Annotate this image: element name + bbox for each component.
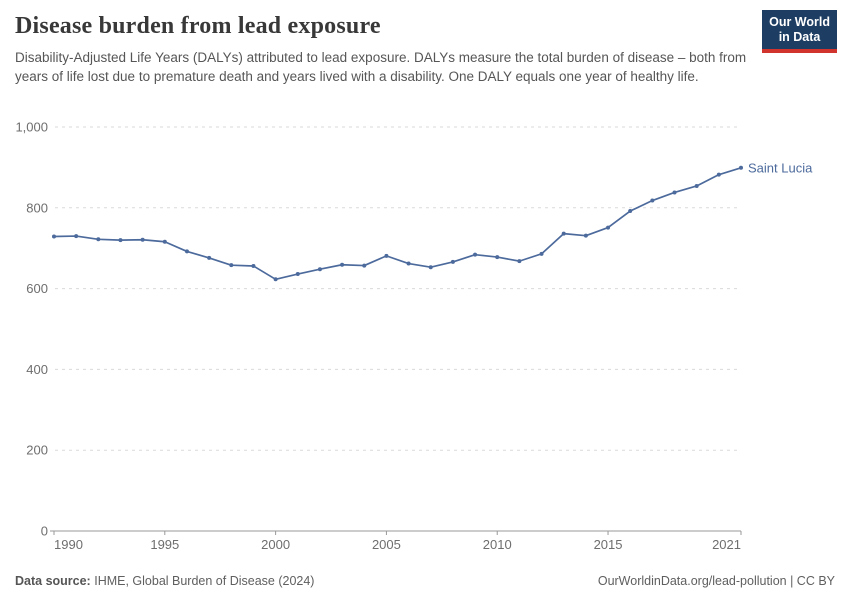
page-title: Disease burden from lead exposure [15,13,381,39]
y-axis-tick-label: 200 [26,443,48,458]
data-source-label: Data source: [15,574,91,588]
data-point[interactable] [273,277,278,282]
data-point[interactable] [495,255,500,260]
data-point[interactable] [517,259,522,264]
y-axis-tick-label: 600 [26,281,48,296]
data-point[interactable] [606,225,611,230]
data-point[interactable] [694,183,699,188]
y-axis-tick-label: 1,000 [15,120,48,135]
data-line[interactable] [53,166,742,281]
chart-header: Disease burden from lead exposure Disabi… [15,13,755,86]
data-point[interactable] [96,237,101,242]
logo-line-2: in Data [778,29,821,44]
data-point[interactable] [539,251,544,256]
data-point[interactable] [628,209,633,214]
data-point[interactable] [716,172,721,177]
x-axis-tick-label: 2000 [261,537,290,552]
data-point[interactable] [650,198,655,203]
data-point[interactable] [583,233,588,238]
data-point[interactable] [428,265,433,270]
data-point[interactable] [74,234,79,239]
x-axis-tick-label: 1995 [150,537,179,552]
x-axis-tick-label: 2021 [712,537,741,552]
logo-line-1: Our World [769,15,830,29]
data-point[interactable] [229,263,234,268]
data-point[interactable] [295,272,300,277]
x-axis-tick-label: 2005 [372,537,401,552]
x-axis-tick-label: 2015 [594,537,623,552]
data-point[interactable] [162,239,167,244]
data-point[interactable] [672,190,677,195]
data-point[interactable] [340,262,345,267]
data-point[interactable] [317,267,322,272]
data-point[interactable] [251,263,256,268]
x-axis-tick-label: 2010 [483,537,512,552]
data-source: Data source: IHME, Global Burden of Dise… [15,574,314,588]
data-point[interactable] [362,263,367,268]
y-axis-tick-label: 400 [26,362,48,377]
data-point[interactable] [473,252,478,257]
data-source-value: IHME, Global Burden of Disease (2024) [94,574,315,588]
data-point[interactable] [384,253,389,258]
data-point[interactable] [207,255,212,260]
chart-subtitle: Disability-Adjusted Life Years (DALYs) a… [15,50,747,85]
y-axis-tick-label: 0 [41,524,48,539]
series-label[interactable]: Saint Lucia [748,160,813,175]
x-axis-tick-label: 1990 [54,537,83,552]
footer-license-link[interactable]: OurWorldinData.org/lead-pollution | CC B… [597,574,835,588]
y-axis-tick-label: 800 [26,200,48,215]
data-point[interactable] [184,249,189,254]
data-point[interactable] [739,165,743,170]
data-point[interactable] [561,231,566,236]
data-point[interactable] [140,237,145,242]
data-point[interactable] [118,238,123,243]
data-point[interactable] [52,234,56,239]
data-point[interactable] [450,259,455,264]
owid-logo[interactable]: Our World in Data [762,10,837,53]
data-point[interactable] [406,261,411,266]
chart-footer: Data source: IHME, Global Burden of Dise… [15,574,835,588]
